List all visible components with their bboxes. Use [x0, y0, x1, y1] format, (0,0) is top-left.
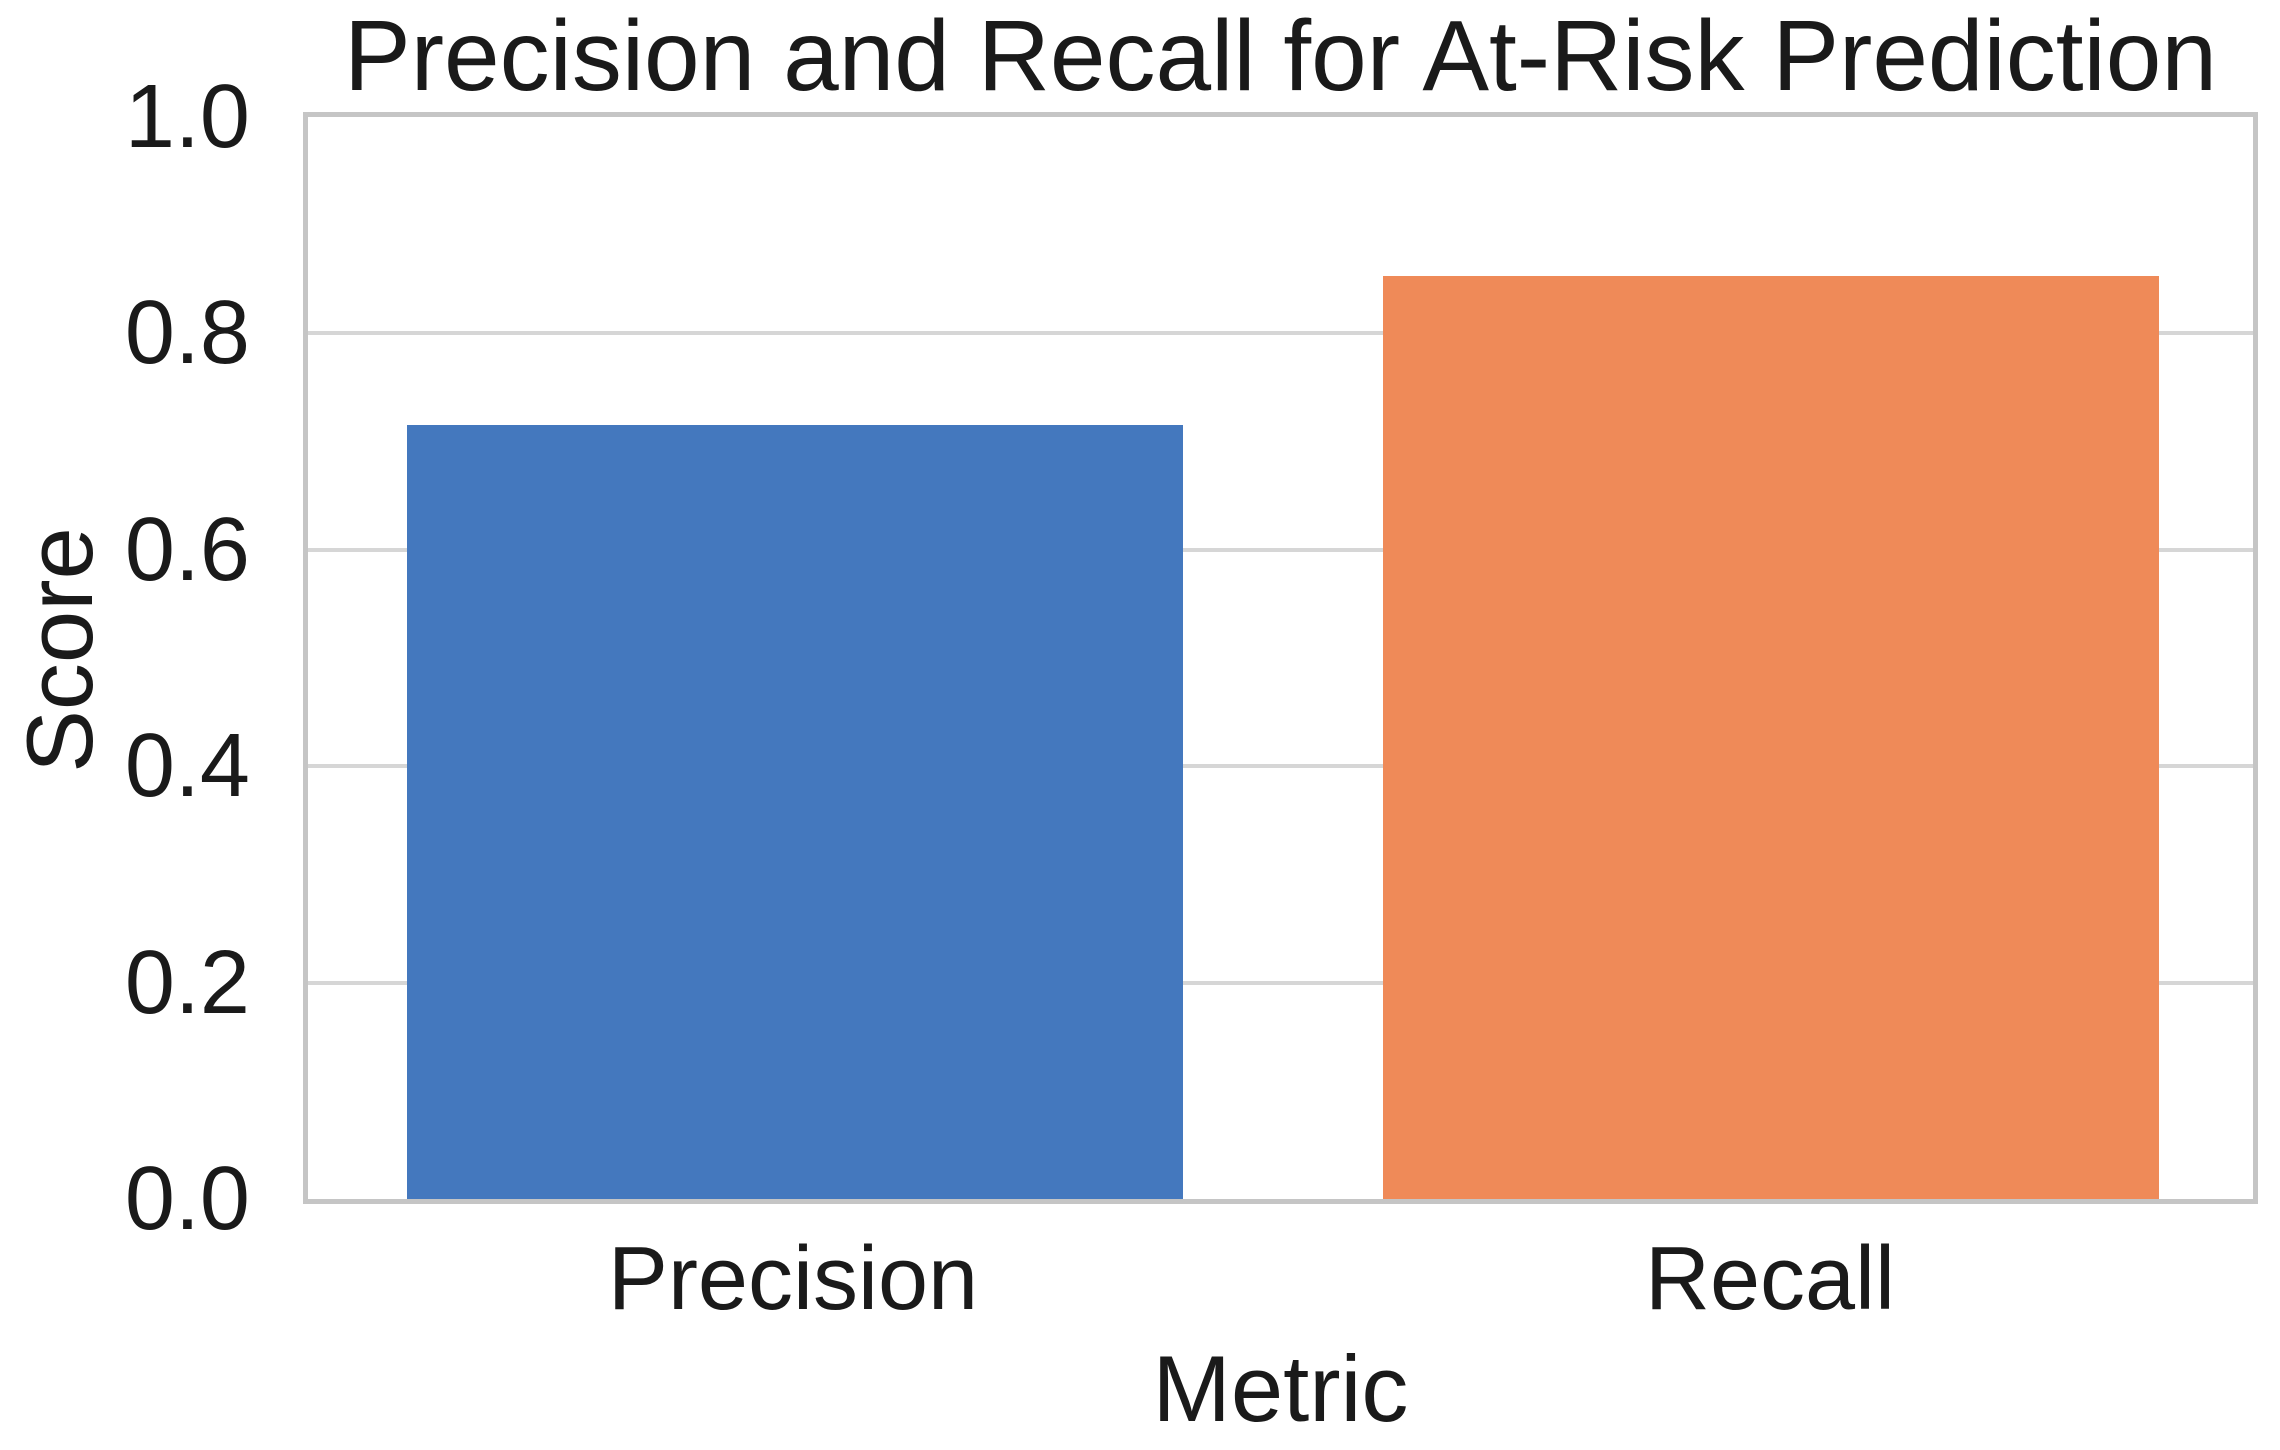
- y-tick-0.0: 0.0: [124, 1149, 250, 1249]
- plot-area: [303, 112, 2258, 1204]
- y-tick-labels: 1.0 0.8 0.6 0.4 0.2 0.0: [0, 72, 250, 1244]
- y-tick-0.2: 0.2: [124, 932, 250, 1033]
- y-tick-0.4: 0.4: [124, 716, 250, 817]
- chart-title: Precision and Recall for At-Risk Predict…: [344, 0, 2217, 112]
- y-tick-0.6: 0.6: [124, 499, 250, 600]
- gridline-0.8: [308, 331, 2253, 336]
- gridline-0.6: [308, 547, 2253, 552]
- bar-precision: [407, 425, 1183, 1199]
- y-tick-1.0: 1.0: [124, 67, 250, 167]
- gridline-0.2: [308, 980, 2253, 985]
- bar-recall: [1383, 276, 2159, 1199]
- gridline-0.4: [308, 764, 2253, 769]
- x-axis-label: Metric: [1152, 1336, 1409, 1441]
- y-tick-0.8: 0.8: [124, 283, 250, 384]
- x-tick-precision: Precision: [607, 1229, 979, 1329]
- x-tick-recall: Recall: [1644, 1229, 1896, 1329]
